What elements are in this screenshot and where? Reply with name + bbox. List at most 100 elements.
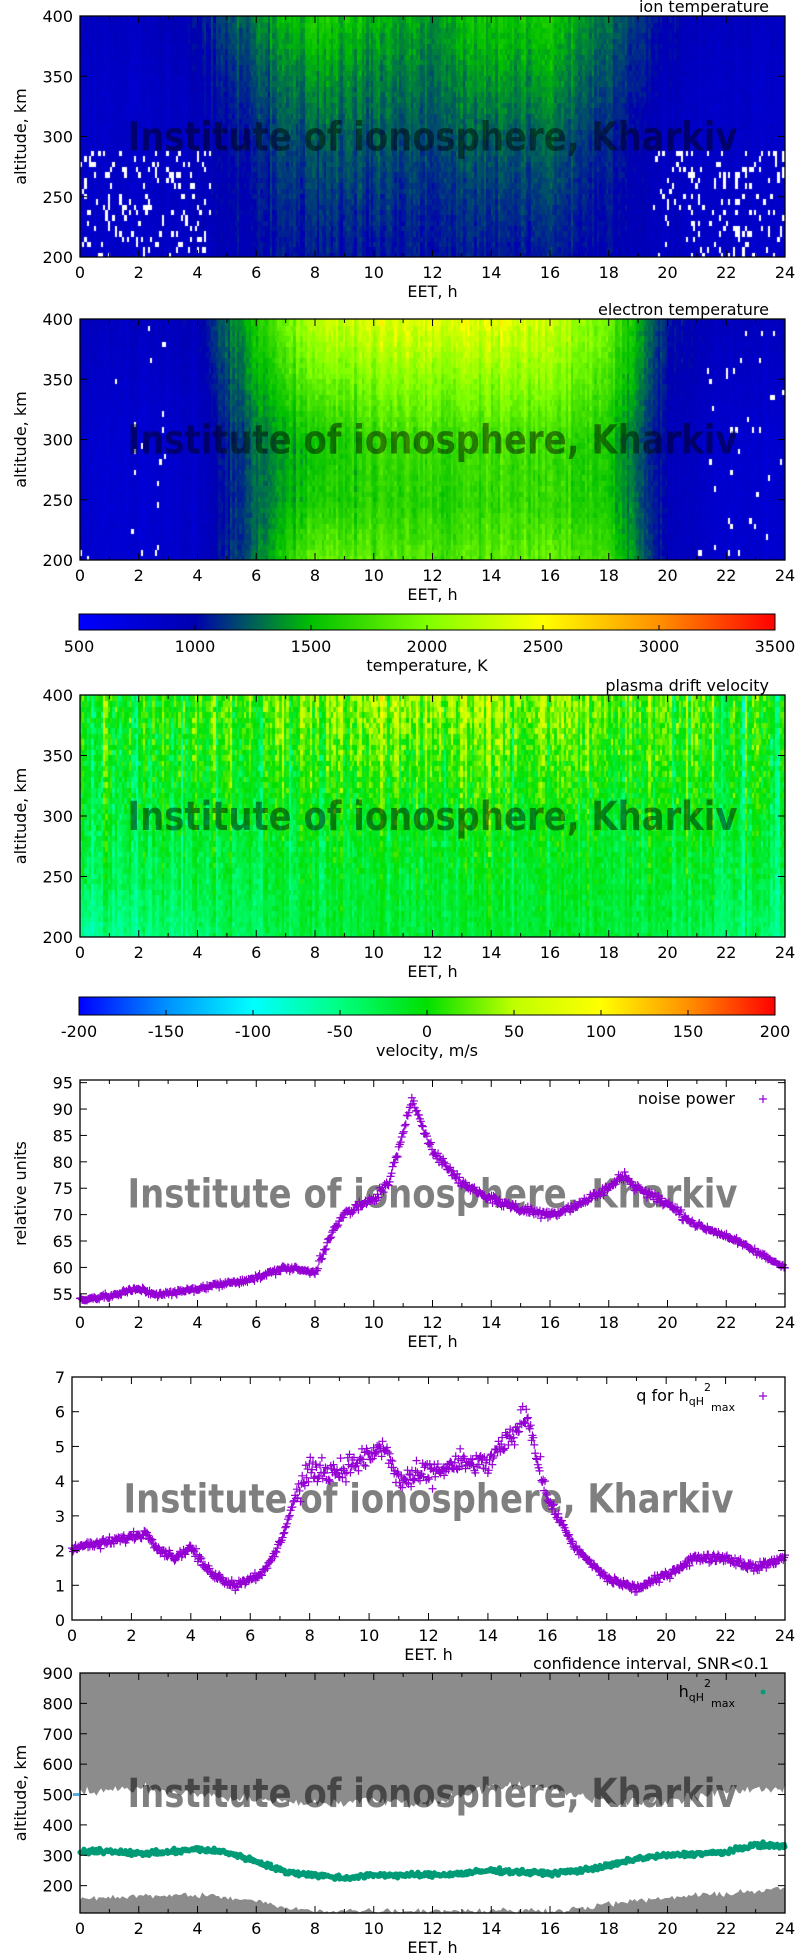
colorbar: 500 1000 1500 2000 2500 3000 3500 temperature, … [64,613,795,675]
data-point [623,1175,632,1184]
data-point [743,1565,752,1574]
data-point [402,1478,411,1487]
x-tick-label: 6 [251,943,261,962]
data-point [355,1197,364,1206]
data-point [446,1457,455,1466]
data-point [421,1461,430,1470]
data-point [270,1552,279,1561]
x-tick-label: 10 [364,263,384,282]
data-point [677,1206,686,1215]
data-point [577,1200,586,1209]
x-tick-label: 2 [134,1919,144,1938]
colorbar-tick-label: 50 [504,1022,524,1041]
data-point [351,1200,360,1209]
data-point [422,1132,431,1141]
data-point [398,1129,407,1138]
data-point [554,1509,563,1518]
x-tick-label: 0 [75,263,85,282]
data-point [368,1454,377,1463]
data-point [338,1473,347,1482]
data-point [561,1207,570,1216]
data-point [428,1484,437,1493]
data-point [399,1474,408,1483]
data-point [192,1544,201,1553]
x-tick-label: 12 [418,1626,438,1645]
colorbar-tick-label: 2000 [407,637,448,656]
data-point [637,1584,646,1593]
x-tick-label: 0 [75,1919,85,1938]
y-tick-label: 400 [42,7,73,26]
y-tick-label: 1 [55,1576,65,1595]
data-point [216,1572,225,1581]
colorbar-tick-label: 3000 [639,637,680,656]
y-tick-label: 4 [55,1472,65,1491]
data-point [334,1221,343,1230]
data-point [392,1469,401,1478]
data-point [397,1133,406,1141]
data-point [509,1433,518,1442]
y-tick-label: 80 [53,1153,73,1172]
data-point [378,1437,387,1446]
data-point [600,1572,609,1581]
y-tick-label: 350 [42,67,73,86]
x-tick-label: 14 [478,1626,498,1645]
y-tick-label: 65 [53,1232,73,1251]
data-point [313,1477,322,1486]
data-point [420,1130,429,1139]
data-point [759,1392,767,1400]
legend-label-part: 2 [704,1381,711,1394]
data-point [383,1443,392,1452]
data-point [329,1460,338,1469]
chart-title: plasma drift velocity [605,676,769,695]
data-point [736,1555,745,1564]
y-tick-label: 200 [42,1877,73,1896]
data-point [489,1453,498,1462]
colorbar-tick-label: 200 [760,1022,791,1041]
colorbar-label: temperature, K [366,656,488,675]
x-tick-label: 0 [75,1313,85,1332]
data-point [523,1414,532,1423]
legend-label-part: h [679,1682,689,1701]
data-point [306,1453,315,1462]
x-tick-label: 22 [716,566,736,585]
data-point [542,1491,551,1500]
data-point [377,1452,386,1461]
data-point [341,1469,350,1478]
legend-marker [760,1689,766,1695]
data-point [499,1446,508,1455]
data-point [359,1460,368,1469]
data-point [353,1459,362,1468]
y-axis-label: altitude, km [11,391,30,487]
colorbar-tick-label: -150 [148,1022,184,1041]
y-tick-label: 400 [42,310,73,329]
data-point [515,1427,524,1436]
colorbar-tick-label: -50 [327,1022,353,1041]
data-point [224,1577,233,1586]
x-tick-label: 10 [364,1313,384,1332]
data-point [455,1173,464,1182]
legend-label-part: max [711,1697,735,1710]
data-point [280,1528,289,1537]
data-point [478,1453,487,1462]
y-tick-label: 350 [42,747,73,766]
data-point [424,1473,433,1482]
data-point [322,1244,331,1253]
x-tick-label: 6 [251,1313,261,1332]
y-tick-label: 5 [55,1437,65,1456]
data-point [511,1199,520,1208]
data-point [310,1473,319,1482]
data-point [404,1108,413,1117]
data-point [510,1440,519,1449]
x-axis-label: EET, h [407,585,457,604]
data-point [285,1511,294,1520]
x-tick-label: 20 [657,1313,677,1332]
watermark: Institute of ionosphere, Kharkiv [128,115,738,161]
data-point [323,1238,332,1247]
data-point [417,1121,426,1130]
data-point [400,1475,409,1484]
x-tick-label: 2 [134,263,144,282]
data-point [459,1177,468,1186]
colorbar-tick-label: 0 [422,1022,432,1041]
y-tick-label: 55 [53,1285,73,1304]
